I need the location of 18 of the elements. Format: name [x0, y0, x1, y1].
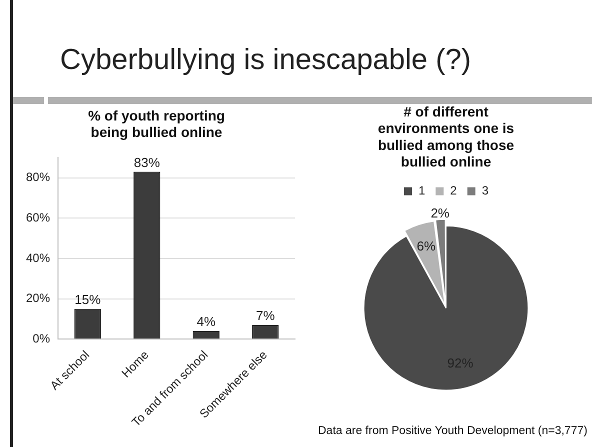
chart-subtitle: % of youth reporting being bullied online [88, 107, 225, 140]
data-label: 83% [134, 154, 160, 170]
legend-label: 1 [418, 184, 426, 198]
data-label: 2% [430, 206, 450, 221]
y-tick-label: 20% [26, 291, 50, 306]
legend-label: 3 [482, 184, 489, 198]
data-label: 4% [196, 314, 216, 330]
data-label: 15% [74, 292, 102, 307]
data-label: 7% [256, 308, 276, 324]
legend-label: 2 [450, 184, 458, 198]
y-tick-label: 0% [32, 331, 50, 346]
data-label: 6% [416, 238, 436, 254]
text: Data are from Positive Youth Development (n=3,777) [318, 425, 588, 437]
y-tick-label: 40% [26, 250, 50, 265]
y-tick-label: 60% [26, 210, 50, 224]
chart-title: # of different environments one is bullied among those bullied online [378, 103, 514, 170]
y-tick-label: 80% [26, 170, 50, 184]
chart-title: Cyberbullying is inescapable (?) [60, 44, 472, 77]
